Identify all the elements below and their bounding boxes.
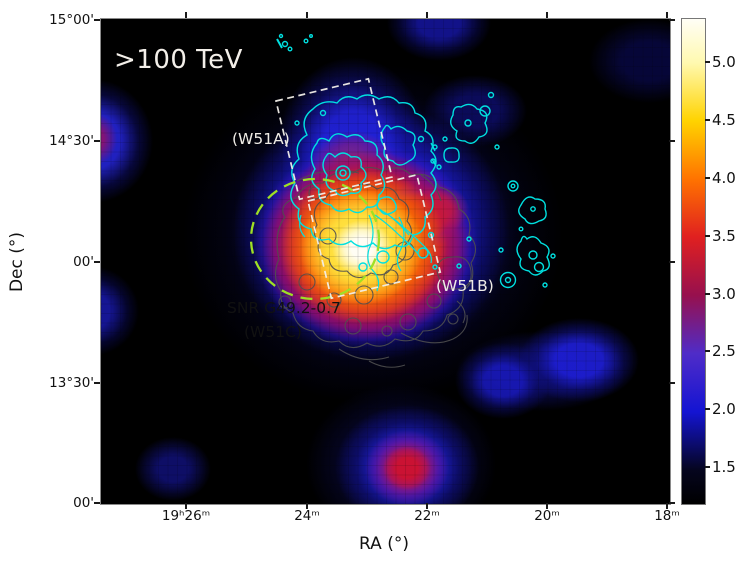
tick-mark xyxy=(666,12,668,18)
x-tick-label: 19ʰ26ᵐ xyxy=(161,508,211,524)
colorbar-tick-label: 3.0 xyxy=(712,285,736,303)
tick-mark xyxy=(426,503,428,509)
tick-mark xyxy=(185,12,187,18)
colorbar-tick-label: 5.0 xyxy=(712,53,736,71)
w51b-box xyxy=(306,173,442,300)
tick-mark xyxy=(185,503,187,509)
y-tick-label: 14°30' xyxy=(49,133,94,149)
tick-mark xyxy=(94,382,100,384)
tick-mark xyxy=(94,261,100,263)
tick-mark xyxy=(669,19,675,21)
region-boxes xyxy=(274,77,442,300)
snr-label-line1: SNR G49.2-0.7 xyxy=(227,299,341,317)
colorbar xyxy=(681,18,706,505)
tick-mark xyxy=(546,12,548,18)
tick-mark xyxy=(705,235,710,237)
pixel-grid-texture xyxy=(101,19,670,504)
x-tick-label: 22ᵐ xyxy=(414,508,440,524)
x-tick-label: 24ᵐ xyxy=(294,508,320,524)
tick-mark xyxy=(669,502,675,504)
tick-mark xyxy=(306,12,308,18)
tick-mark xyxy=(94,140,100,142)
gray-contours xyxy=(274,166,477,368)
colorbar-tick-label: 4.5 xyxy=(712,111,736,129)
colorbar-tick-label: 2.0 xyxy=(712,400,736,418)
tick-mark xyxy=(546,503,548,509)
w51a-label: (W51A) xyxy=(232,130,290,148)
x-axis-label: RA (°) xyxy=(359,534,409,554)
tick-mark xyxy=(306,503,308,509)
tick-mark xyxy=(705,293,710,295)
tick-mark xyxy=(705,61,710,63)
colorbar-tick-label: 1.5 xyxy=(712,458,736,476)
colorbar-tick-label: 4.0 xyxy=(712,169,736,187)
tick-mark xyxy=(426,12,428,18)
sky-map: >100 TeV (W51A) (W51B) SNR G49.2-0.7 (W5… xyxy=(100,18,671,505)
tick-mark xyxy=(705,350,710,352)
tick-mark xyxy=(94,19,100,21)
colorbar-tick-label: 3.5 xyxy=(712,227,736,245)
y-tick-label: 00' xyxy=(73,495,94,511)
w51b-label: (W51B) xyxy=(436,277,494,295)
significance-heatmap xyxy=(101,19,670,504)
tick-mark xyxy=(705,177,710,179)
y-tick-label: 15°00' xyxy=(49,12,94,28)
map-overlays xyxy=(249,33,556,368)
colorbar-tick-label: 2.5 xyxy=(712,342,736,360)
y-tick-label: 00' xyxy=(73,254,94,270)
snr-dashed-ellipse xyxy=(249,177,381,301)
tick-mark xyxy=(669,261,675,263)
w51a-box xyxy=(274,77,393,201)
tick-mark xyxy=(666,503,668,509)
snr-label-line2: (W51C) xyxy=(244,323,302,341)
tick-mark xyxy=(669,382,675,384)
tick-mark xyxy=(669,140,675,142)
energy-band-label: >100 TeV xyxy=(114,45,243,75)
tick-mark xyxy=(705,466,710,468)
tick-mark xyxy=(705,408,710,410)
tick-mark xyxy=(705,119,710,121)
tick-mark xyxy=(94,502,100,504)
x-tick-label: 18ᵐ xyxy=(654,508,680,524)
x-tick-label: 20ᵐ xyxy=(534,508,560,524)
y-tick-label: 13°30' xyxy=(49,375,94,391)
radio-contours xyxy=(276,33,556,292)
